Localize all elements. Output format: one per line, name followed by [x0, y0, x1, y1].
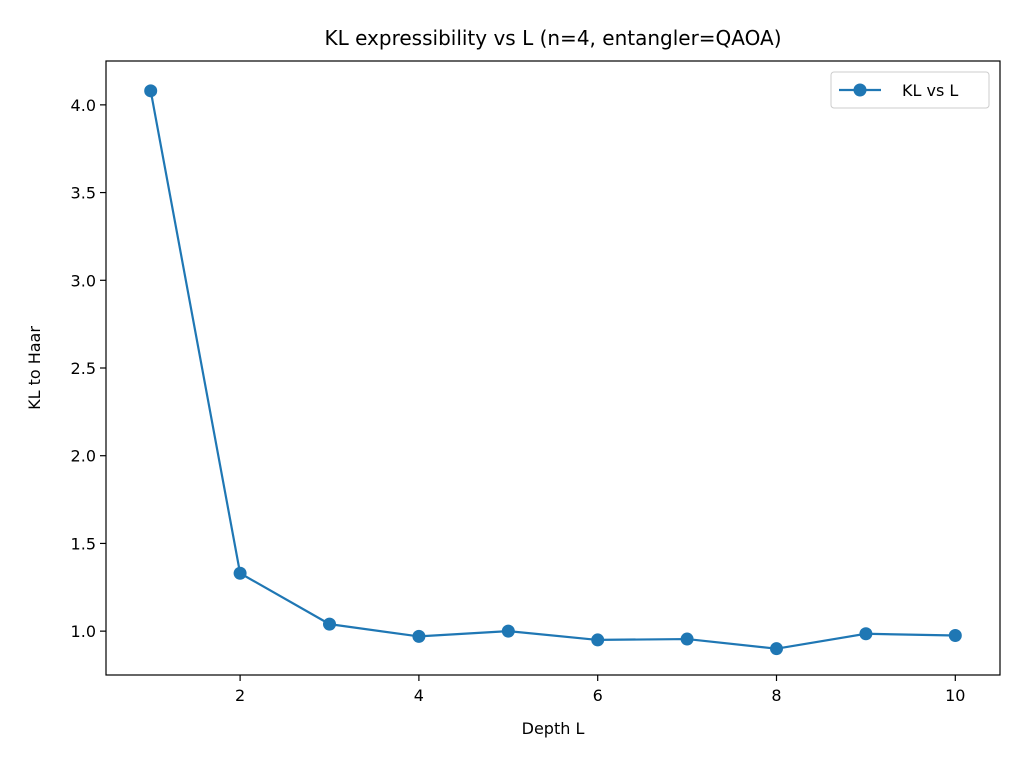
- y-tick-label: 3.0: [71, 271, 96, 290]
- data-point: [412, 629, 426, 643]
- y-tick-label: 3.5: [71, 184, 96, 203]
- x-tick-label: 8: [771, 686, 781, 705]
- y-tick-label: 1.0: [71, 622, 96, 641]
- y-tick-label: 2.5: [71, 359, 96, 378]
- legend: KL vs L: [830, 71, 990, 109]
- y-tick-label: 1.5: [71, 534, 96, 553]
- x-tick-label: 4: [414, 686, 424, 705]
- series-layer: [144, 84, 962, 656]
- data-point: [501, 624, 515, 638]
- y-axis-label: KL to Haar: [25, 326, 44, 410]
- legend-marker-swatch: [853, 83, 867, 97]
- x-tick-label: 6: [593, 686, 603, 705]
- x-axis-ticks: 2 4 6 8 10: [235, 675, 965, 705]
- series-line: [149, 90, 956, 650]
- axes-frame: [105, 60, 1001, 676]
- legend-box: [830, 71, 990, 109]
- x-tick-label: 10: [945, 686, 965, 705]
- y-axis-ticks: 1.0 1.5 2.0 2.5 3.0 3.5 4.0: [71, 96, 106, 641]
- chart-title: KL expressibility vs L (n=4, entangler=Q…: [324, 26, 781, 50]
- data-point: [770, 642, 783, 656]
- data-point: [144, 84, 158, 98]
- data-point: [948, 629, 962, 643]
- legend-label: KL vs L: [902, 81, 958, 100]
- y-tick-label: 4.0: [71, 96, 96, 115]
- data-point: [859, 627, 873, 641]
- data-point: [233, 566, 247, 580]
- data-point: [323, 617, 336, 631]
- x-axis-label: Depth L: [522, 719, 585, 738]
- data-point: [680, 632, 694, 646]
- y-tick-label: 2.0: [71, 447, 96, 466]
- x-tick-label: 2: [235, 686, 245, 705]
- data-point: [591, 633, 605, 647]
